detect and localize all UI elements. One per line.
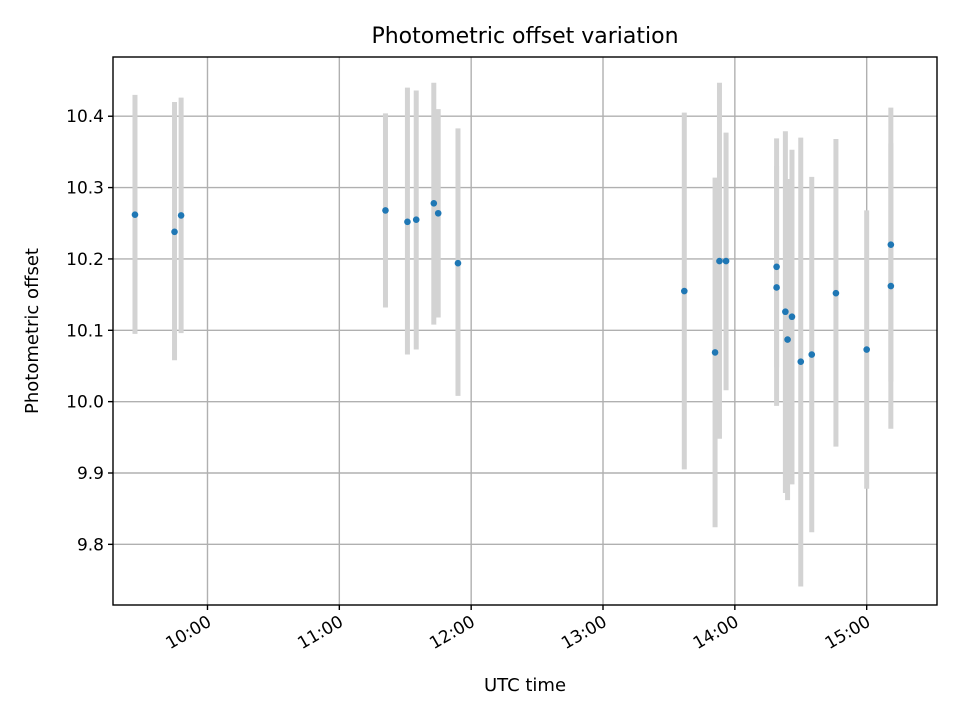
data-point: [131, 211, 139, 218]
y-tick-label: 9.9: [77, 464, 104, 484]
data-point: [832, 289, 840, 297]
y-tick-label: 9.8: [77, 535, 104, 555]
point-layer: [131, 199, 895, 365]
data-point: [887, 282, 895, 290]
plot-frame: [112, 56, 938, 606]
data-point: [887, 241, 895, 248]
data-point: [784, 336, 791, 343]
y-tick-label: 10.2: [66, 250, 104, 270]
data-point: [788, 313, 796, 321]
data-point: [681, 287, 688, 295]
data-point: [863, 346, 870, 353]
data-point: [177, 212, 185, 219]
data-point: [404, 218, 411, 226]
data-point: [773, 284, 780, 291]
data-point: [722, 257, 730, 265]
data-point: [797, 358, 805, 365]
chart-title: Photometric offset variation: [371, 24, 678, 49]
x-axis-label: UTC time: [484, 675, 566, 696]
data-point: [716, 257, 723, 265]
data-point: [430, 199, 438, 207]
data-point: [773, 263, 780, 271]
y-tick-label: 10.3: [66, 179, 104, 199]
data-point: [454, 259, 462, 267]
data-point: [782, 308, 789, 316]
y-tick-label: 10.1: [66, 321, 104, 341]
data-point: [711, 349, 719, 356]
data-point: [171, 228, 178, 236]
y-tick-label: 10.0: [66, 393, 104, 413]
data-point: [412, 216, 420, 223]
data-point: [434, 209, 442, 217]
data-point: [382, 207, 389, 214]
data-point: [808, 351, 816, 358]
y-axis-label: Photometric offset: [22, 248, 43, 414]
y-tick-label: 10.4: [66, 107, 104, 127]
